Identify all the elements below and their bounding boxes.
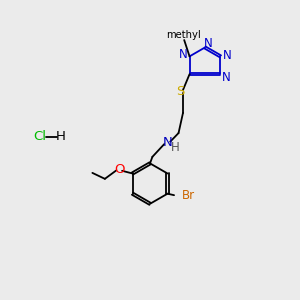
- Text: H: H: [56, 130, 66, 143]
- Text: Br: Br: [182, 189, 195, 202]
- Text: N: N: [223, 49, 231, 62]
- Text: N: N: [162, 136, 172, 149]
- Text: N: N: [179, 48, 188, 61]
- Text: S: S: [176, 85, 185, 98]
- Text: Cl: Cl: [34, 130, 46, 143]
- Text: N: N: [204, 38, 213, 50]
- Text: H: H: [171, 141, 180, 154]
- Text: O: O: [114, 163, 124, 176]
- Text: methyl: methyl: [166, 30, 201, 40]
- Text: N: N: [221, 71, 230, 84]
